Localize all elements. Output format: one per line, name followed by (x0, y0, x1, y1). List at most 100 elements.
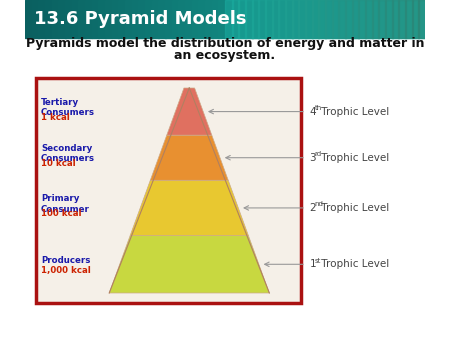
Bar (372, 0, 379, 38)
Bar (85, 0, 92, 38)
Bar (405, 0, 413, 38)
Bar (305, 0, 313, 38)
Bar (138, 0, 146, 38)
Polygon shape (109, 236, 270, 293)
Bar (105, 0, 112, 38)
Bar (392, 0, 399, 38)
Text: Trophic Level: Trophic Level (319, 259, 390, 269)
Bar (165, 0, 172, 38)
Bar (412, 0, 419, 38)
Bar (45, 0, 53, 38)
Bar (225, 0, 233, 38)
Bar (112, 0, 119, 38)
Text: Trophic Level: Trophic Level (319, 106, 390, 117)
Bar (238, 0, 246, 38)
Bar (385, 0, 393, 38)
Bar (352, 0, 359, 38)
Bar (285, 0, 293, 38)
Text: Tertiary
Consumers: Tertiary Consumers (41, 98, 95, 117)
Bar (365, 0, 373, 38)
Text: nd: nd (315, 201, 323, 208)
Bar (372, 0, 379, 38)
Bar (312, 0, 320, 38)
Bar (279, 0, 286, 38)
Bar (292, 0, 299, 38)
Bar (212, 0, 219, 38)
Bar (325, 0, 333, 38)
Bar (258, 0, 266, 38)
Bar (265, 0, 273, 38)
Bar (92, 0, 99, 38)
Bar (72, 0, 79, 38)
Bar (378, 0, 386, 38)
Text: rd: rd (315, 151, 321, 157)
Bar (412, 0, 419, 38)
Bar (365, 0, 373, 38)
Text: Secondary
Consumers: Secondary Consumers (41, 144, 95, 163)
Bar (232, 0, 239, 38)
Bar (285, 0, 293, 38)
Bar (305, 0, 313, 38)
Text: 4: 4 (310, 106, 316, 117)
Bar (345, 0, 353, 38)
Bar (418, 0, 426, 38)
Bar (36, 78, 301, 303)
Bar (185, 0, 193, 38)
Bar (192, 0, 199, 38)
Bar (225, 0, 233, 38)
Bar (358, 0, 366, 38)
Text: th: th (315, 105, 322, 111)
Bar (198, 0, 206, 38)
Bar (398, 0, 406, 38)
Bar (358, 0, 366, 38)
Bar (338, 0, 346, 38)
Bar (238, 0, 246, 38)
Polygon shape (130, 180, 248, 236)
Bar (265, 0, 273, 38)
Polygon shape (167, 88, 212, 135)
Bar (252, 0, 259, 38)
Bar (298, 0, 306, 38)
Bar (125, 0, 132, 38)
Bar (98, 0, 106, 38)
Text: st: st (315, 258, 321, 264)
Bar (272, 0, 279, 38)
Bar (78, 0, 86, 38)
Text: an ecosystem.: an ecosystem. (175, 49, 275, 63)
Bar (32, 0, 39, 38)
Polygon shape (150, 135, 228, 180)
Bar (332, 0, 339, 38)
Text: 100 kcal: 100 kcal (41, 210, 81, 218)
Bar (152, 0, 159, 38)
Text: 1 kcal: 1 kcal (41, 113, 70, 122)
Bar (345, 0, 353, 38)
Bar (38, 0, 46, 38)
Bar (325, 0, 333, 38)
Bar (205, 0, 212, 38)
Text: Producers: Producers (41, 256, 90, 265)
Bar (319, 0, 326, 38)
Text: 13.6 Pyramid Models: 13.6 Pyramid Models (34, 10, 246, 28)
Bar (258, 0, 266, 38)
Bar (252, 0, 259, 38)
Bar (178, 0, 186, 38)
Bar (145, 0, 153, 38)
Text: Primary
Consumer: Primary Consumer (41, 194, 90, 214)
Bar (245, 0, 252, 38)
Bar (378, 0, 386, 38)
Bar (332, 0, 339, 38)
Text: Trophic Level: Trophic Level (319, 203, 390, 213)
Text: 2: 2 (310, 203, 316, 213)
Bar (171, 0, 179, 38)
Bar (418, 0, 426, 38)
Text: 1,000 kcal: 1,000 kcal (41, 266, 90, 275)
Text: 3: 3 (310, 153, 316, 163)
Bar (58, 0, 66, 38)
Bar (385, 0, 393, 38)
Bar (312, 0, 320, 38)
Bar (338, 0, 346, 38)
Bar (118, 0, 126, 38)
Bar (352, 0, 359, 38)
Bar (272, 0, 279, 38)
Bar (158, 0, 166, 38)
